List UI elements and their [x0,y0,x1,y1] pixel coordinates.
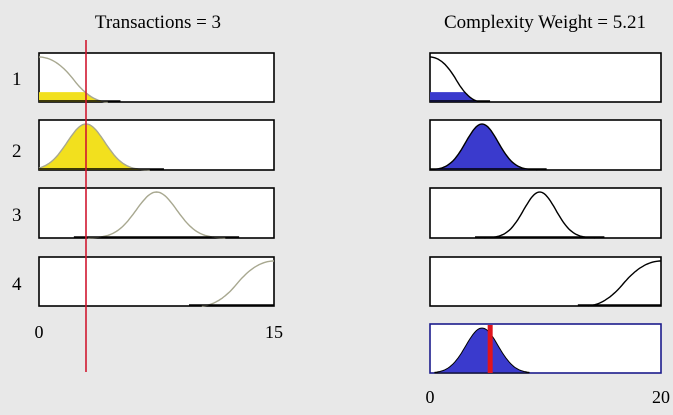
rule-number-2: 2 [12,141,22,162]
input-activation-fill-2 [39,124,142,170]
output-membership-curve-3 [484,191,596,239]
input-panel-2 [38,119,275,171]
output-panel-2 [429,119,662,171]
input-title: Transactions = 3 [95,12,221,33]
output-membership-curve-1 [429,56,480,103]
output-activation-fill-1 [430,92,478,102]
input-panel-box-3 [38,187,275,239]
output-aggregate-panel [429,323,662,374]
input-panel-box-4 [38,256,275,307]
output-panel-1 [429,52,662,103]
rule-number-3: 3 [12,205,22,226]
input-activation-fill-1 [39,92,103,102]
output-panel-4 [429,256,662,307]
output-activation-fill-2 [434,124,529,170]
rule-number-1: 1 [12,69,22,90]
output-panel-box-3 [429,187,662,239]
output-panel-3 [429,187,662,239]
output-panels [429,52,662,374]
output-title: Complexity Weight = 5.21 [444,12,646,33]
input-axis-min-label: 0 [35,322,44,342]
input-panel-3 [38,187,275,239]
indicators [85,40,493,373]
input-panel-4 [38,256,275,307]
input-membership-curve-2 [38,123,150,171]
input-axis-max-label: 15 [265,322,283,342]
input-membership-curve-1 [38,56,108,103]
input-membership-curve-4 [201,260,274,307]
output-axis-min-label: 0 [426,387,435,407]
output-axis-max-label: 20 [652,387,670,407]
output-panel-box-1 [429,52,662,103]
output-membership-curve-2 [429,123,538,171]
output-panel-box-4 [429,256,662,307]
output-membership-curve-4 [588,260,661,307]
input-panels [38,52,275,307]
input-membership-curve-3 [87,191,226,239]
input-panel-1 [38,52,275,103]
output-aggregate-fill [434,327,530,374]
rule-number-4: 4 [12,274,22,295]
